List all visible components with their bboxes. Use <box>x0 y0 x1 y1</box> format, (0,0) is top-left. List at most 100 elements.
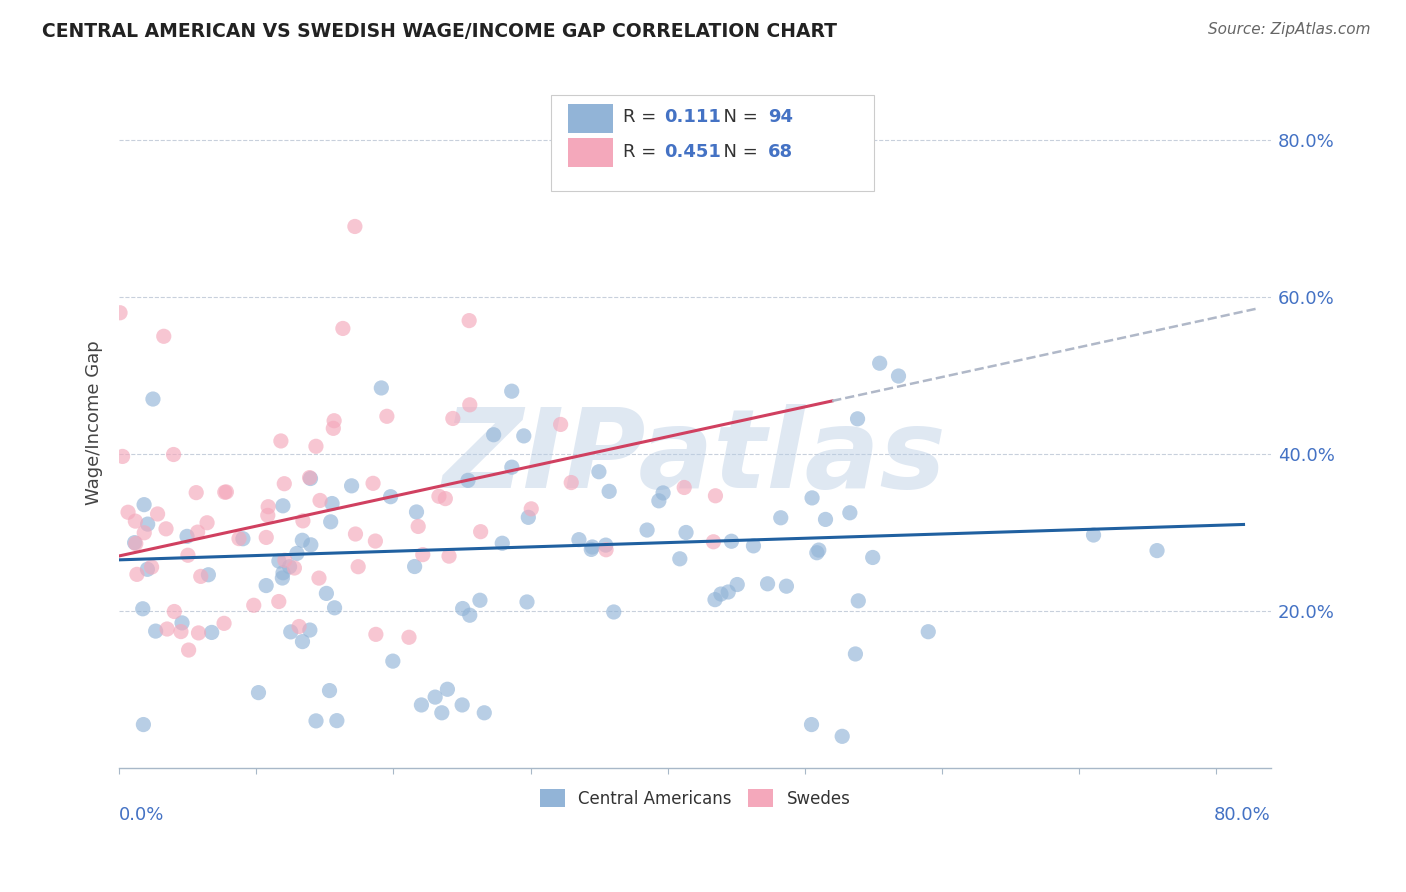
Point <box>125 567 148 582</box>
Point <box>232 532 254 546</box>
Point <box>673 481 696 495</box>
Point <box>800 717 823 731</box>
Point <box>468 593 491 607</box>
Point <box>170 615 193 630</box>
Point <box>186 485 208 500</box>
Point <box>1146 543 1168 558</box>
Point <box>364 534 387 549</box>
Point <box>603 605 626 619</box>
Point <box>315 586 337 600</box>
Legend: Central Americans, Swedes: Central Americans, Swedes <box>533 782 858 814</box>
Point <box>163 605 186 619</box>
Point <box>581 542 603 557</box>
Point <box>581 540 603 554</box>
Point <box>146 507 169 521</box>
Point <box>520 501 543 516</box>
Point <box>187 525 209 540</box>
Point <box>190 569 212 583</box>
Point <box>725 577 748 591</box>
Point <box>187 626 209 640</box>
Point <box>271 571 294 585</box>
Point <box>321 497 343 511</box>
Point <box>195 516 218 530</box>
Point <box>267 554 290 568</box>
Point <box>807 543 830 558</box>
Point <box>197 567 219 582</box>
Point <box>305 439 328 453</box>
Point <box>319 515 342 529</box>
Text: ZIPatlas: ZIPatlas <box>443 403 948 510</box>
Point <box>846 412 869 426</box>
Point <box>917 624 939 639</box>
Point <box>405 505 427 519</box>
Point <box>141 560 163 574</box>
Point <box>598 484 620 499</box>
Point <box>201 625 224 640</box>
Point <box>291 514 314 528</box>
Point <box>212 616 235 631</box>
Point <box>170 624 193 639</box>
Point <box>322 421 344 435</box>
Text: R =: R = <box>623 109 662 127</box>
Point <box>437 549 460 563</box>
Point <box>720 534 742 549</box>
Point <box>1083 528 1105 542</box>
Point <box>806 546 828 560</box>
Point <box>869 356 891 370</box>
Point <box>458 608 481 623</box>
Point <box>636 523 658 537</box>
Point <box>434 491 457 506</box>
Text: 0.0%: 0.0% <box>120 805 165 823</box>
Point <box>458 313 481 327</box>
Point <box>411 698 433 712</box>
Point <box>404 559 426 574</box>
FancyBboxPatch shape <box>551 95 873 191</box>
Point <box>381 654 404 668</box>
Point <box>846 594 869 608</box>
Point <box>323 414 346 428</box>
Point <box>273 476 295 491</box>
Point <box>323 600 346 615</box>
Point <box>283 561 305 575</box>
Point <box>501 384 523 399</box>
Point <box>326 714 349 728</box>
Point <box>814 512 837 526</box>
FancyBboxPatch shape <box>568 103 613 133</box>
Point <box>270 434 292 448</box>
Point <box>669 551 692 566</box>
Point <box>278 559 301 574</box>
Point <box>472 706 495 720</box>
Point <box>451 698 474 712</box>
Point <box>256 508 278 523</box>
Point <box>177 643 200 657</box>
Point <box>742 539 765 553</box>
Point <box>215 485 238 500</box>
Point <box>588 465 610 479</box>
Point <box>299 538 322 552</box>
Point <box>775 579 797 593</box>
Point <box>344 527 367 541</box>
Point <box>332 321 354 335</box>
Point <box>267 594 290 608</box>
Point <box>887 369 910 384</box>
Point <box>156 622 179 636</box>
Text: N =: N = <box>713 109 763 127</box>
Point <box>441 411 464 425</box>
Point <box>124 535 146 549</box>
Point <box>271 566 294 580</box>
Point <box>501 460 523 475</box>
Point <box>318 683 340 698</box>
Point <box>162 448 184 462</box>
Point <box>152 329 174 343</box>
Point <box>254 578 277 592</box>
Point <box>423 690 446 705</box>
Point <box>769 510 792 524</box>
Point <box>380 490 402 504</box>
Point <box>370 381 392 395</box>
Point <box>470 524 492 539</box>
Point <box>309 493 332 508</box>
Point <box>132 601 155 615</box>
Point <box>862 550 884 565</box>
Point <box>517 510 540 524</box>
Point <box>516 595 538 609</box>
